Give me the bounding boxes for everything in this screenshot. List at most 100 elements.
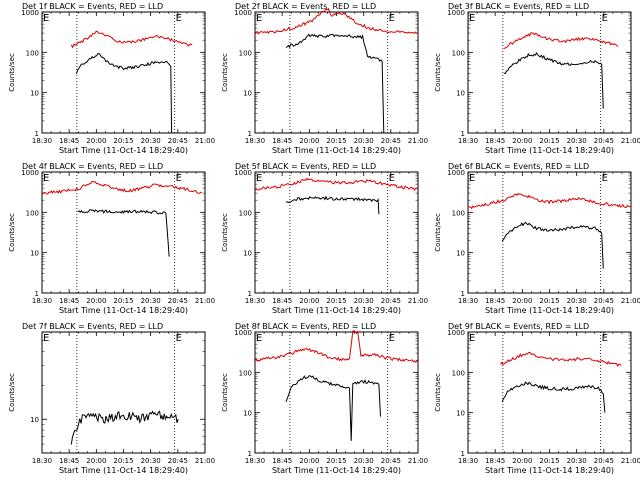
y-tick-label: 10 bbox=[456, 90, 465, 98]
y-tick-label: 10 bbox=[243, 250, 252, 258]
plot-frame bbox=[41, 11, 206, 134]
x-tick-label: 18:30 bbox=[245, 297, 265, 305]
x-tick-label: 18:45 bbox=[59, 137, 79, 145]
y-tick-label: 1 bbox=[35, 290, 39, 298]
y-tick-label: 10 bbox=[456, 250, 465, 258]
y-tick-label: 1000 bbox=[234, 9, 252, 17]
interval-label-right: E bbox=[602, 173, 608, 184]
panel-title: Det 6f BLACK = Events, RED = LLD bbox=[448, 162, 589, 171]
interval-label-left: E bbox=[469, 333, 475, 344]
y-tick-label: 1 bbox=[461, 290, 465, 298]
x-tick-label: 18:45 bbox=[59, 297, 79, 305]
panel-title: Det 5f BLACK = Events, RED = LLD bbox=[235, 162, 376, 171]
plot-frame bbox=[467, 11, 632, 134]
x-tick-label: 20:15 bbox=[326, 137, 346, 145]
y-tick-label: 1000 bbox=[21, 169, 39, 177]
x-tick-label: 18:45 bbox=[485, 137, 505, 145]
panel-det-6: Det 6f BLACK = Events, RED = LLD 18:30 18:… bbox=[434, 162, 640, 315]
panel-title: Det 1f BLACK = Events, RED = LLD bbox=[22, 2, 163, 11]
x-tick-label: 20:15 bbox=[113, 457, 133, 465]
x-tick-label: 20:15 bbox=[539, 297, 559, 305]
interval-label-right: E bbox=[602, 13, 608, 24]
y-tick-label: 10 bbox=[243, 90, 252, 98]
x-axis-label: Start Time (11-Oct-14 18:29:40) bbox=[272, 466, 401, 475]
plot-frame bbox=[254, 11, 419, 134]
x-tick-label: 18:30 bbox=[458, 137, 478, 145]
x-tick-label: 20:00 bbox=[86, 297, 106, 305]
interval-label-left: E bbox=[43, 333, 49, 344]
series-lld-red bbox=[254, 8, 419, 35]
x-axis-label: Start Time (11-Oct-14 18:29:40) bbox=[59, 306, 188, 315]
y-tick-label: 1 bbox=[461, 450, 465, 458]
y-axis-label: Counts/sec bbox=[8, 213, 16, 252]
y-tick-label: 10 bbox=[30, 90, 39, 98]
x-tick-label: 18:30 bbox=[245, 137, 265, 145]
y-tick-label: 1000 bbox=[447, 169, 465, 177]
y-tick-label: 100 bbox=[239, 369, 252, 377]
x-tick-label: 20:45 bbox=[168, 457, 188, 465]
interval-label-right: E bbox=[602, 333, 608, 344]
x-tick-label: 20:00 bbox=[512, 297, 532, 305]
series-events-black bbox=[70, 410, 179, 445]
y-tick-label: 1000 bbox=[21, 9, 39, 17]
plot-frame bbox=[467, 331, 632, 454]
x-tick-label: 20:30 bbox=[354, 137, 374, 145]
y-tick-label: 1000 bbox=[447, 9, 465, 17]
x-tick-label: 20:15 bbox=[113, 137, 133, 145]
series-lld-red bbox=[254, 330, 418, 364]
x-axis-label: Start Time (11-Oct-14 18:29:40) bbox=[272, 146, 401, 155]
x-tick-label: 20:45 bbox=[594, 457, 614, 465]
x-tick-label: 20:00 bbox=[299, 457, 319, 465]
series-lld-red bbox=[503, 32, 619, 50]
y-axis-label: Counts/sec bbox=[434, 373, 442, 412]
x-tick-label: 20:30 bbox=[141, 457, 161, 465]
x-tick-label: 20:45 bbox=[381, 457, 401, 465]
plot-frame bbox=[41, 331, 206, 454]
x-tick-label: 18:30 bbox=[245, 457, 265, 465]
interval-label-left: E bbox=[43, 13, 49, 24]
x-axis-label: Start Time (11-Oct-14 18:29:40) bbox=[59, 146, 188, 155]
y-tick-label: 100 bbox=[239, 49, 252, 57]
x-tick-label: 20:30 bbox=[567, 457, 587, 465]
x-tick-label: 20:15 bbox=[326, 457, 346, 465]
panel-title: Det 2f BLACK = Events, RED = LLD bbox=[235, 2, 376, 11]
series-lld-red bbox=[500, 351, 622, 368]
y-axis-label: Counts/sec bbox=[8, 53, 16, 92]
interval-label-right: E bbox=[176, 333, 182, 344]
y-tick-label: 100 bbox=[452, 209, 465, 217]
interval-label-left: E bbox=[256, 173, 262, 184]
x-tick-label: 18:30 bbox=[32, 297, 52, 305]
x-tick-label: 20:45 bbox=[381, 297, 401, 305]
interval-label-left: E bbox=[256, 333, 262, 344]
x-axis-label: Start Time (11-Oct-14 18:29:40) bbox=[272, 306, 401, 315]
x-tick-label: 18:45 bbox=[485, 297, 505, 305]
series-events-black bbox=[75, 52, 173, 134]
y-axis-label: Counts/sec bbox=[221, 53, 229, 92]
y-tick-label: 1 bbox=[461, 130, 465, 138]
plot-frame bbox=[254, 331, 419, 454]
x-tick-label: 20:30 bbox=[354, 297, 374, 305]
y-tick-label: 1000 bbox=[447, 329, 465, 337]
y-axis-label: Counts/sec bbox=[434, 53, 442, 92]
interval-label-left: E bbox=[256, 13, 262, 24]
plot-frame bbox=[254, 171, 419, 294]
x-tick-label: 21:00 bbox=[621, 137, 640, 145]
x-tick-label: 21:00 bbox=[408, 137, 428, 145]
x-tick-label: 21:00 bbox=[195, 297, 215, 305]
x-tick-label: 20:30 bbox=[567, 137, 587, 145]
x-tick-label: 21:00 bbox=[621, 457, 640, 465]
x-tick-label: 20:00 bbox=[299, 297, 319, 305]
interval-label-right: E bbox=[389, 333, 395, 344]
panel-det-1: Det 1f BLACK = Events, RED = LLD 18:30 18:… bbox=[8, 2, 215, 155]
interval-label-right: E bbox=[176, 173, 182, 184]
x-tick-label: 18:45 bbox=[485, 457, 505, 465]
x-tick-label: 18:45 bbox=[272, 297, 292, 305]
series-lld-red bbox=[467, 192, 632, 210]
interval-label-left: E bbox=[43, 173, 49, 184]
x-tick-label: 18:30 bbox=[32, 137, 52, 145]
interval-label-left: E bbox=[469, 173, 475, 184]
y-tick-label: 100 bbox=[26, 209, 39, 217]
y-tick-label: 10 bbox=[243, 410, 252, 418]
x-tick-label: 20:45 bbox=[594, 297, 614, 305]
